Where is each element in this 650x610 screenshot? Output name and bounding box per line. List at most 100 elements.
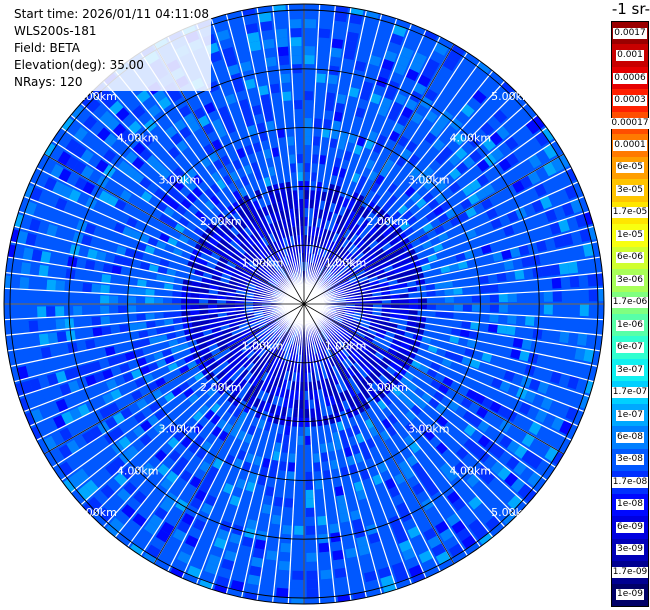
ppi-cell [390,308,400,314]
ppi-cell [582,242,594,257]
ppi-cell [252,255,262,264]
ppi-cell [279,268,286,278]
ppi-cell [227,318,238,325]
ppi-cell [24,411,36,427]
ppi-cell [553,357,566,371]
ppi-cell [218,256,229,265]
ppi-cell [289,19,302,29]
ppi-cell [208,222,219,233]
ppi-cell [305,426,311,436]
ppi-cell [238,258,248,267]
ppi-cell [333,558,346,570]
ppi-cell [189,216,201,227]
ppi-cell [186,376,198,387]
ppi-cell [246,213,256,224]
ppi-cell [490,354,502,366]
ppi-cell [289,28,302,38]
ppi-cell [329,336,337,345]
ppi-cell [357,175,367,186]
ppi-cell [200,347,211,356]
ppi-cell [219,277,230,284]
colorbar-swatch: 1e-08 [612,493,648,517]
ppi-cell [88,170,102,184]
ppi-cell [172,305,182,311]
ppi-cell [531,199,544,213]
ppi-cell [312,136,320,146]
ppi-cell [226,355,237,365]
ppi-cell [511,130,526,146]
ppi-cell [183,355,195,364]
ppi-cell [199,579,214,590]
ppi-cell [499,102,514,118]
ppi-cell [311,244,316,255]
ppi-cell [197,342,209,351]
ppi-cell [258,521,270,533]
ppi-cell [256,319,266,325]
ppi-cell [332,345,340,355]
ppi-cell [87,496,103,512]
ppi-cell [217,167,228,179]
ppi-cell [349,233,359,243]
ppi-cell [340,278,350,285]
ppi-cell [81,93,95,108]
ppi-cell [244,183,253,195]
ppi-cell [433,224,445,235]
ppi-cell [535,166,549,181]
ppi-cell [565,345,577,359]
ppi-cell [481,352,493,363]
ppi-cell [221,46,235,59]
ppi-cell [381,339,392,347]
ppi-cell [220,197,231,209]
ppi-cell [270,459,280,470]
ppi-cell [359,441,369,452]
ppi-cell [375,331,386,339]
ppi-cell [403,197,415,209]
ppi-cell [304,217,308,227]
ppi-cell [91,294,101,304]
ppi-cell [205,371,216,382]
ppi-cell [317,515,328,526]
ppi-cell [322,596,336,604]
ppi-cell [430,512,445,527]
ppi-cell [322,119,332,129]
ppi-cell [232,269,243,276]
ppi-cell [449,335,460,344]
ppi-cell [385,380,396,391]
ppi-cell [305,498,315,508]
ray-gap [303,195,585,305]
ppi-cell [280,82,291,93]
ppi-cell [552,451,564,466]
ppi-cell [268,233,276,243]
ppi-cell [198,361,209,371]
ppi-cell [69,407,83,422]
ppi-cell [388,221,399,232]
ppi-cell [469,358,481,370]
ppi-cell [223,550,238,562]
ppi-cell [332,375,340,385]
ray-gap [303,303,603,336]
ppi-cell [579,289,589,302]
ppi-cell [275,433,284,444]
range-ring-label: 4.00km [117,464,159,477]
ppi-cell [96,215,109,228]
ppi-cell [232,571,247,583]
ppi-cell [292,552,304,562]
ppi-cell [417,74,431,88]
colorbar-swatch: 0.0006 [612,66,648,90]
ppi-cell [267,74,279,85]
ppi-cell [368,170,378,182]
ppi-cell [560,317,571,330]
ppi-cell [205,494,218,507]
ppi-cell [120,267,131,277]
ppi-cell [101,229,113,241]
range-ring-label: 2.00km [366,381,408,394]
ppi-cell [285,127,294,137]
ppi-cell [370,283,381,290]
ppi-cell [239,243,249,252]
ray-gap [303,303,517,517]
ppi-cell [351,319,362,325]
ppi-cell [343,316,353,322]
ppi-cell [205,398,216,409]
ppi-cell [306,516,316,526]
ppi-cell [218,344,229,352]
